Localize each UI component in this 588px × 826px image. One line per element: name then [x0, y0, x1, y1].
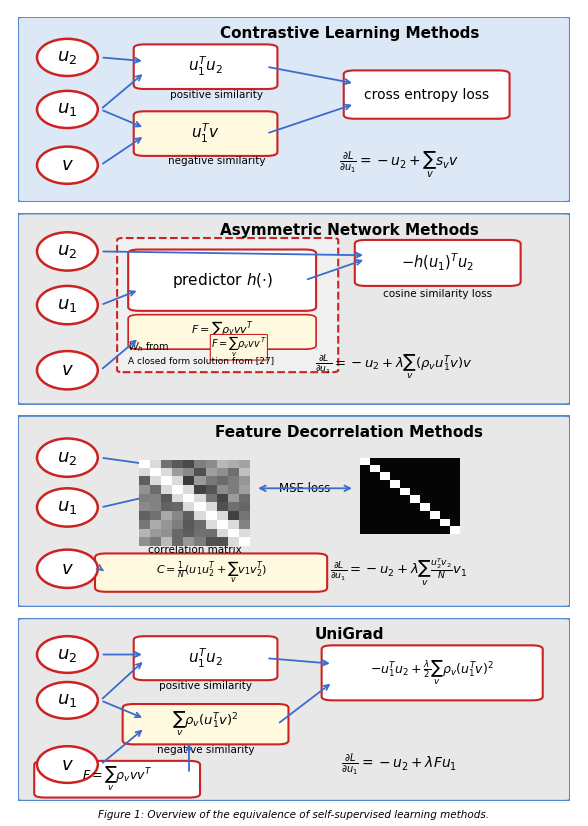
- Text: $\frac{\partial L}{\partial u_1} = -u_2 + \sum_v s_v v$: $\frac{\partial L}{\partial u_1} = -u_2 …: [339, 150, 459, 181]
- Text: $u_1$: $u_1$: [57, 101, 78, 118]
- Text: $u_2$: $u_2$: [57, 449, 78, 467]
- Text: $F = \sum_v \rho_v vv^T$: $F = \sum_v \rho_v vv^T$: [211, 335, 267, 359]
- FancyBboxPatch shape: [133, 112, 278, 156]
- Text: Figure 1: Overview of the equivalence of self-supervised learning methods.: Figure 1: Overview of the equivalence of…: [99, 809, 489, 819]
- Text: $-u_1^T u_2 + \frac{\lambda}{2} \sum_v \rho_v (u_1^T v)^2$: $-u_1^T u_2 + \frac{\lambda}{2} \sum_v \…: [370, 659, 494, 687]
- Text: $F = \sum_v \rho_v vv^T$: $F = \sum_v \rho_v vv^T$: [191, 320, 253, 344]
- Text: $v$: $v$: [61, 156, 74, 174]
- Text: MSE loss: MSE loss: [279, 482, 330, 495]
- Ellipse shape: [37, 147, 98, 184]
- FancyBboxPatch shape: [123, 704, 289, 744]
- Text: $W_h$ from: $W_h$ from: [128, 340, 170, 354]
- Text: $u_1^T u_2$: $u_1^T u_2$: [188, 647, 223, 670]
- Text: predictor $h(\cdot)$: predictor $h(\cdot)$: [172, 271, 273, 290]
- Text: $u_2$: $u_2$: [57, 646, 78, 663]
- FancyBboxPatch shape: [95, 553, 327, 591]
- Text: negative similarity: negative similarity: [168, 156, 265, 167]
- FancyBboxPatch shape: [117, 238, 338, 373]
- Text: negative similarity: negative similarity: [157, 745, 255, 755]
- Text: UniGrad: UniGrad: [315, 627, 384, 642]
- Text: Contrastive Learning Methods: Contrastive Learning Methods: [219, 26, 479, 40]
- Text: $u_1$: $u_1$: [57, 296, 78, 314]
- Text: A closed form solution from [27]: A closed form solution from [27]: [128, 356, 275, 365]
- Ellipse shape: [37, 91, 98, 128]
- FancyBboxPatch shape: [133, 636, 278, 680]
- Text: $u_1^T v$: $u_1^T v$: [191, 122, 220, 145]
- Ellipse shape: [37, 39, 98, 76]
- FancyBboxPatch shape: [18, 415, 570, 607]
- Ellipse shape: [37, 351, 98, 389]
- Text: $u_1$: $u_1$: [57, 691, 78, 710]
- FancyBboxPatch shape: [355, 240, 520, 286]
- Text: positive similarity: positive similarity: [170, 89, 263, 100]
- Text: $C = \frac{1}{N}(u_1 u_2^T + \sum_v v_1 v_2^T)$: $C = \frac{1}{N}(u_1 u_2^T + \sum_v v_1 …: [156, 560, 266, 586]
- Text: $\frac{\partial L}{\partial u_1} = -u_2 + \lambda \sum_v (\rho_v u_1^T v)v$: $\frac{\partial L}{\partial u_1} = -u_2 …: [315, 352, 472, 381]
- Text: correlation matrix: correlation matrix: [148, 544, 242, 554]
- FancyBboxPatch shape: [18, 618, 570, 801]
- Ellipse shape: [37, 439, 98, 477]
- FancyBboxPatch shape: [128, 249, 316, 311]
- Text: Feature Decorrelation Methods: Feature Decorrelation Methods: [215, 425, 483, 440]
- FancyBboxPatch shape: [322, 645, 543, 700]
- Text: $\sum_v \rho_v (u_1^T v)^2$: $\sum_v \rho_v (u_1^T v)^2$: [172, 710, 239, 738]
- Text: $u_2$: $u_2$: [57, 243, 78, 260]
- Text: cross entropy loss: cross entropy loss: [364, 88, 489, 102]
- FancyBboxPatch shape: [18, 17, 570, 202]
- Text: $u_1$: $u_1$: [57, 498, 78, 516]
- Text: $\frac{\partial L}{\partial u_1} = -u_2 + \lambda F u_1$: $\frac{\partial L}{\partial u_1} = -u_2 …: [341, 752, 457, 777]
- Text: $v$: $v$: [61, 560, 74, 577]
- Text: cosine similarity loss: cosine similarity loss: [383, 288, 492, 298]
- Ellipse shape: [37, 682, 98, 719]
- Text: $v$: $v$: [61, 756, 74, 773]
- Ellipse shape: [37, 636, 98, 673]
- Text: $u_1^T u_2$: $u_1^T u_2$: [188, 55, 223, 78]
- FancyBboxPatch shape: [128, 315, 316, 349]
- FancyBboxPatch shape: [34, 761, 200, 798]
- Ellipse shape: [37, 746, 98, 783]
- Text: $F = \sum_v \rho_v vv^T$: $F = \sum_v \rho_v vv^T$: [82, 765, 152, 793]
- FancyBboxPatch shape: [344, 70, 510, 119]
- Ellipse shape: [37, 549, 98, 588]
- Ellipse shape: [37, 488, 98, 527]
- FancyBboxPatch shape: [18, 213, 570, 405]
- Text: $u_2$: $u_2$: [57, 49, 78, 66]
- Text: $-h(u_1)^T u_2$: $-h(u_1)^T u_2$: [402, 253, 474, 273]
- Text: Asymmetric Network Methods: Asymmetric Network Methods: [220, 223, 479, 238]
- FancyBboxPatch shape: [133, 45, 278, 89]
- Ellipse shape: [37, 286, 98, 325]
- Ellipse shape: [37, 232, 98, 271]
- Text: $v$: $v$: [61, 361, 74, 379]
- Text: $\frac{\partial L}{\partial u_1} = -u_2 + \lambda \sum_v \frac{u_2^T v_2}{N} v_1: $\frac{\partial L}{\partial u_1} = -u_2 …: [330, 557, 467, 588]
- Text: positive similarity: positive similarity: [159, 681, 252, 691]
